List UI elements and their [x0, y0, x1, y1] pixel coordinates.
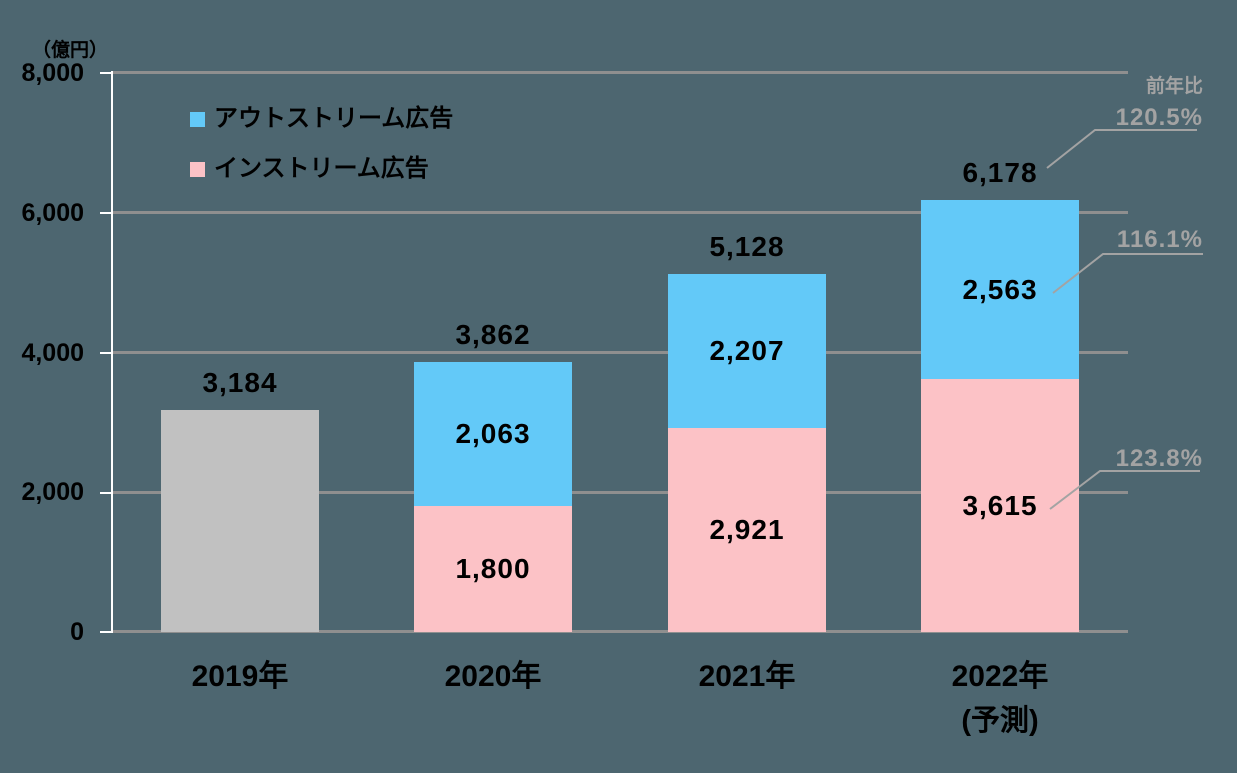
baseline-0	[113, 630, 1128, 633]
yoy-value-outstream: 116.1%	[1116, 226, 1203, 253]
bar-2020-outstream-value: 2,063	[455, 418, 531, 450]
gridline-2000	[113, 491, 1128, 494]
bar-2022-outstream-value: 2,563	[962, 273, 1038, 305]
x-label-2022: 2022年	[951, 660, 1049, 693]
bar-2022-instream-segment: 3,615	[921, 379, 1079, 632]
y-tick-8000	[100, 72, 112, 74]
yoy-value-instream: 123.8%	[1115, 445, 1203, 472]
y-axis-line	[111, 71, 113, 633]
bar-2022-instream-value: 3,615	[962, 489, 1038, 521]
bar-2021-outstream-value: 2,207	[709, 334, 785, 366]
gridline-6000	[113, 211, 1128, 214]
x-label-2022-forecast-note: (予測)	[961, 705, 1039, 737]
y-axis-unit-label: （億円）	[32, 40, 109, 61]
bar-2021-instream-value: 2,921	[709, 513, 785, 545]
legend-instream-label: インストリーム広告	[214, 155, 429, 182]
bar-2022-total-value: 6,178	[962, 157, 1038, 189]
y-tick-label-2000: 2,000	[21, 478, 84, 506]
legend-instream-swatch	[190, 162, 205, 177]
y-tick-label-4000: 4,000	[21, 339, 84, 367]
yoy-value-total: 120.5%	[1115, 104, 1203, 131]
bar-2020-instream-segment: 1,800	[414, 506, 572, 632]
legend-outstream-label: アウトストリーム広告	[214, 105, 454, 132]
yoy-header: 前年比	[1145, 76, 1203, 97]
bar-2021-instream-segment: 2,921	[668, 427, 826, 632]
bar-2021-outstream-segment: 2,207	[668, 273, 826, 428]
y-tick-2000	[100, 492, 112, 494]
gridline-8000	[113, 71, 1128, 74]
gridline-4000	[113, 351, 1128, 354]
y-tick-6000	[100, 212, 112, 214]
bar-2020-outstream-segment: 2,063	[414, 362, 572, 507]
x-label-2021: 2021年	[698, 660, 796, 693]
y-tick-label-0: 0	[70, 618, 84, 646]
y-tick-label-6000: 6,000	[21, 199, 84, 227]
y-tick-4000	[100, 352, 112, 354]
x-label-2019: 2019年	[191, 660, 289, 693]
bar-2019-total-value: 3,184	[202, 366, 278, 398]
y-tick-0	[100, 631, 112, 633]
bar-2021-total-value: 5,128	[709, 230, 785, 262]
bar-2019-total-segment	[161, 409, 319, 632]
x-label-2020: 2020年	[444, 660, 542, 693]
bar-2020-total-value: 3,862	[455, 319, 531, 351]
y-tick-label-8000: 8,000	[21, 59, 84, 87]
bar-2020-instream-value: 1,800	[455, 553, 531, 585]
legend-outstream-swatch	[190, 112, 205, 127]
